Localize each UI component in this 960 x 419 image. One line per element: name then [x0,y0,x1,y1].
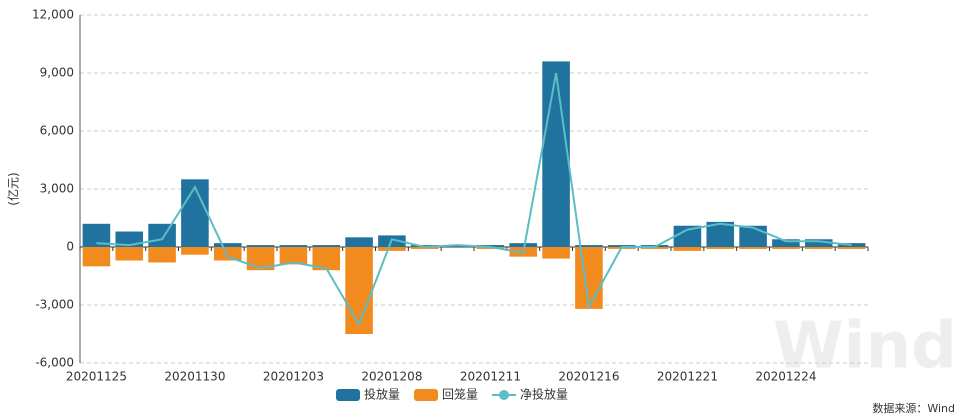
bar [739,247,767,249]
x-tick-label: 20201203 [263,370,324,384]
bar [213,247,242,261]
bar [542,247,570,259]
bar [739,225,767,247]
watermark: Wind [773,310,957,384]
y-tick-label: 3,000 [40,182,74,196]
x-tick-label: 20201216 [558,370,619,384]
y-tick-label: 12,000 [32,8,74,22]
legend-label: 投放量 [364,387,400,402]
bar [279,245,308,247]
bar [312,245,341,247]
bar [575,245,603,247]
bar [378,247,406,251]
bar [148,223,176,247]
bar [542,61,570,248]
legend-swatch [414,389,438,401]
bar [575,247,603,309]
bar [706,247,735,249]
y-tick-label: 6,000 [40,124,74,138]
bar [246,247,275,271]
line [96,72,852,327]
source: 数据来源：Wind [872,401,955,415]
bar [246,245,275,247]
bar [509,243,538,247]
y-tick-label: 0 [66,240,74,254]
bar [804,239,833,247]
bar [345,237,373,247]
y-tick-label: 9,000 [40,66,74,80]
x-tick-label: 20201221 [657,370,718,384]
x-tick-label: 20201211 [460,370,521,384]
legend-swatch [499,390,509,400]
bar [115,247,144,261]
y-tick-label: -6,000 [35,356,74,370]
x-tick-label: 20201130 [164,370,225,384]
bar [82,247,111,267]
legend-label: 回笼量 [442,387,478,402]
legend-label: 净投放量 [520,387,568,402]
x-tick-label: 20201224 [755,370,816,384]
x-tick-label: 20201125 [66,370,127,384]
bar [181,179,209,247]
bar [312,247,341,271]
bar [673,247,702,251]
bar [772,239,800,247]
bar [213,243,242,247]
bar [279,247,308,265]
bar [345,247,373,334]
bar [181,247,209,255]
bar [804,247,833,249]
legend-swatch [336,389,360,401]
x-tick-label: 20201208 [361,370,422,384]
bar [837,247,866,249]
bar [673,225,702,247]
y-tick-label: -3,000 [35,298,74,312]
bar [772,247,800,249]
bar [148,247,176,263]
bar [82,223,111,247]
y-axis-label: (亿元) [6,172,21,205]
bar [837,243,866,247]
